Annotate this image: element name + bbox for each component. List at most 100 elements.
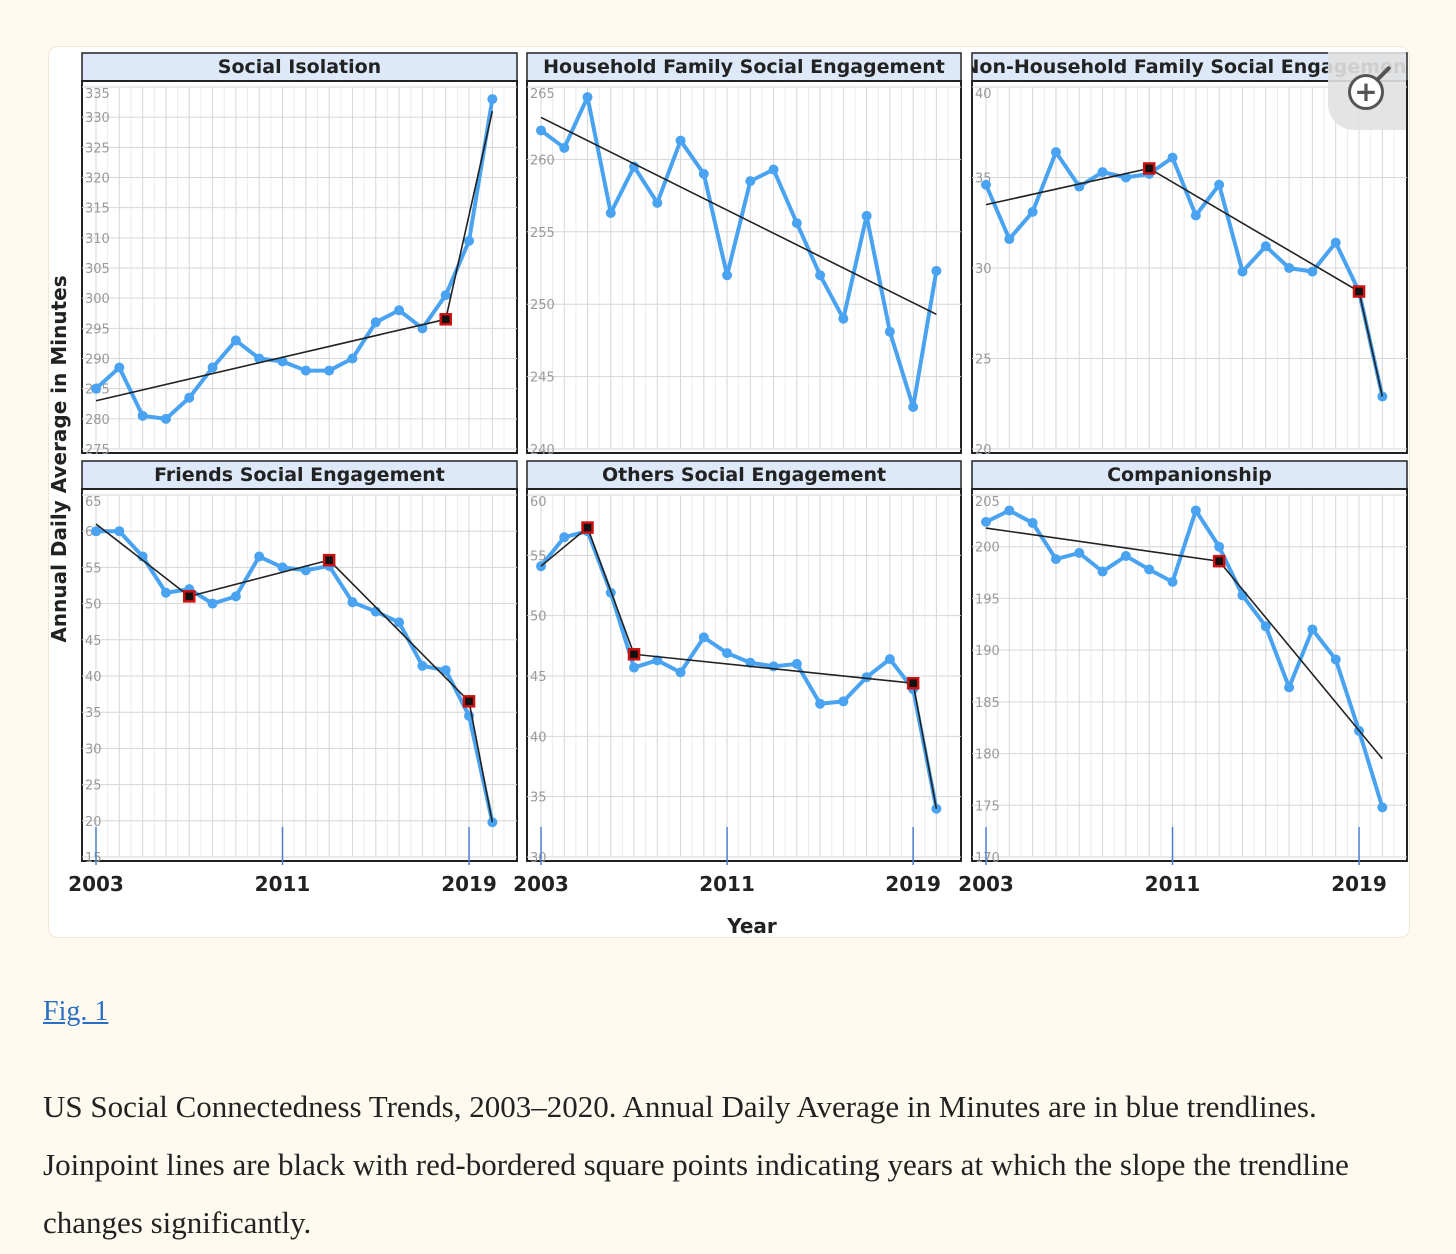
joinpoint-marker <box>322 553 336 567</box>
joinpoint-marker <box>439 313 452 326</box>
data-point <box>815 698 826 709</box>
data-point <box>1377 802 1388 813</box>
y-tick-label: 335 <box>85 87 110 102</box>
y-tick-label: 40 <box>975 87 992 102</box>
data-point <box>559 142 570 153</box>
y-tick-label: 30 <box>975 262 992 277</box>
chart-panel-6: Companionship 170 175 180 185 190 195 200 205 200… <box>958 460 1408 896</box>
joinpoint-marker <box>906 676 920 690</box>
chart-panel-1: Social Isolation275280285290295300305310… <box>81 52 518 458</box>
data-point <box>184 392 195 403</box>
data-point <box>652 655 663 666</box>
panel-title-bar <box>526 52 962 82</box>
y-tick-label: 240 <box>530 443 555 458</box>
data-point <box>745 657 756 668</box>
data-point <box>1214 541 1225 552</box>
data-point <box>536 125 546 136</box>
y-tick-label: 310 <box>85 232 110 247</box>
data-point <box>254 551 265 562</box>
plot-area <box>526 80 962 454</box>
x-tick-label: 2019 <box>1331 872 1387 896</box>
data-point <box>91 526 101 537</box>
data-point <box>629 662 640 673</box>
data-point <box>277 562 288 573</box>
y-tick-label: 275 <box>85 443 110 458</box>
joinpoint-marker <box>1212 554 1226 568</box>
data-point <box>815 270 826 281</box>
y-tick-label: 320 <box>85 172 110 187</box>
panel-title: Friends Social Engagement <box>154 464 445 486</box>
series-line <box>985 508 1385 808</box>
data-point <box>1330 237 1341 248</box>
zoom-in-button[interactable]: + <box>1328 52 1406 130</box>
data-point <box>698 632 709 643</box>
data-point <box>861 210 872 221</box>
data-point <box>1167 152 1178 163</box>
data-point <box>1237 266 1248 277</box>
y-tick-label: 15 <box>85 851 102 866</box>
plot-area <box>81 488 518 862</box>
figure-caption: US Social Connectedness Trends, 2003–202… <box>43 1089 1349 1240</box>
data-point <box>981 516 991 527</box>
joinpoint-line <box>985 167 1384 397</box>
y-tick-label: 40 <box>85 670 102 685</box>
y-tick-label: 30 <box>530 851 547 866</box>
data-point <box>1190 505 1201 516</box>
x-tick-label: 2011 <box>255 872 311 896</box>
y-tick-label: 50 <box>85 598 102 613</box>
y-tick-label: 305 <box>85 262 110 277</box>
data-point <box>1050 554 1061 565</box>
magnifier-handle <box>1374 65 1392 83</box>
chart-panel-5: Others Social Engagement 30 35 40 45 50 55 60 20… <box>513 460 962 896</box>
y-tick-label: 265 <box>530 87 555 102</box>
chart-panel-4: Friends Social Engagement 15 20 25 30 35 40 45 5… <box>68 460 518 896</box>
series-line <box>539 95 939 410</box>
data-point <box>1097 566 1108 577</box>
data-point <box>675 135 686 146</box>
chart-panel-2: Household Family Social Engagement 240 245… <box>526 52 962 458</box>
joinpoint-marker <box>627 648 641 661</box>
x-tick-label: 2019 <box>441 872 497 896</box>
plot-area <box>81 80 518 454</box>
data-point <box>1004 234 1015 245</box>
y-tick-label: 60 <box>530 495 547 510</box>
data-point <box>1307 266 1318 277</box>
data-point <box>1260 241 1271 252</box>
data-point <box>487 94 498 105</box>
y-tick-label: 30 <box>85 742 102 757</box>
chart-panel-3: Non-Household Family Social Engagement 20… <box>963 52 1409 458</box>
data-point <box>230 335 241 346</box>
y-tick-label: 45 <box>85 634 102 649</box>
x-tick-label: 2011 <box>699 872 755 896</box>
data-point <box>1027 517 1038 528</box>
y-tick-label: 255 <box>530 226 555 241</box>
data-point <box>861 672 872 683</box>
y-tick-label: 25 <box>975 353 992 368</box>
data-point <box>160 413 171 424</box>
data-point <box>324 365 335 376</box>
x-tick-label: 2003 <box>513 872 569 896</box>
data-point <box>722 648 733 659</box>
data-point <box>931 265 942 276</box>
joinpoint-line <box>540 116 937 316</box>
zoom-in-icon: + <box>1348 74 1384 110</box>
data-point <box>207 362 218 373</box>
figure-link[interactable]: Fig. 1 <box>43 996 109 1027</box>
y-tick-label: 290 <box>85 353 110 368</box>
y-tick-label: 175 <box>975 799 1000 814</box>
x-tick-label: 2011 <box>1145 872 1201 896</box>
joinpoint-marker <box>1142 162 1156 175</box>
y-tick-label: 180 <box>975 748 1000 763</box>
data-point <box>207 598 218 609</box>
data-point <box>981 179 991 190</box>
y-tick-label: 170 <box>975 851 1000 866</box>
panel-title: Companionship <box>1107 464 1272 486</box>
x-axis-label: Year <box>726 914 777 937</box>
data-point <box>908 402 919 413</box>
y-tick-label: 50 <box>530 610 547 625</box>
panel-title: Non-Household Family Social Engagement <box>963 56 1409 78</box>
y-tick-label: 280 <box>85 413 110 428</box>
data-point <box>1120 551 1131 562</box>
data-point <box>791 658 802 669</box>
y-tick-label: 55 <box>530 549 547 564</box>
